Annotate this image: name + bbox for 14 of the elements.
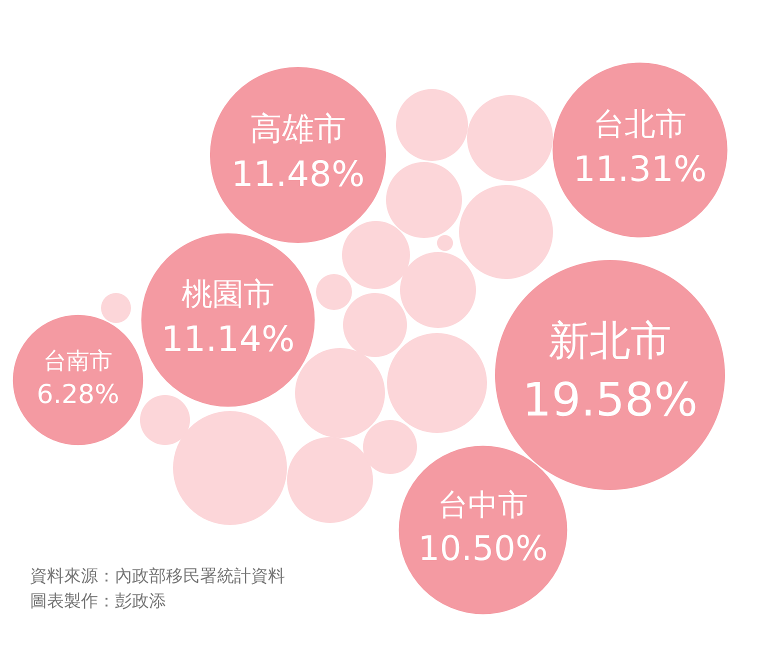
source-note: 資料來源：內政部移民署統計資料	[30, 566, 285, 586]
data-label: 11.14%	[161, 320, 295, 360]
category-label: 台中市	[438, 488, 528, 524]
data-label: 6.28%	[36, 380, 120, 410]
data-label: 10.50%	[418, 528, 548, 569]
data-label: 11.48%	[231, 155, 365, 196]
data-label: 19.58%	[522, 372, 698, 427]
category-label: 桃園市	[182, 276, 274, 313]
category-label: 新北市	[548, 316, 672, 365]
data-label: 11.31%	[573, 150, 707, 190]
category-label: 台南市	[44, 348, 112, 374]
text: 圖表製作：彭政添	[30, 591, 166, 612]
category-label: 台北市	[594, 106, 686, 142]
category-label: 高雄市	[250, 110, 346, 148]
